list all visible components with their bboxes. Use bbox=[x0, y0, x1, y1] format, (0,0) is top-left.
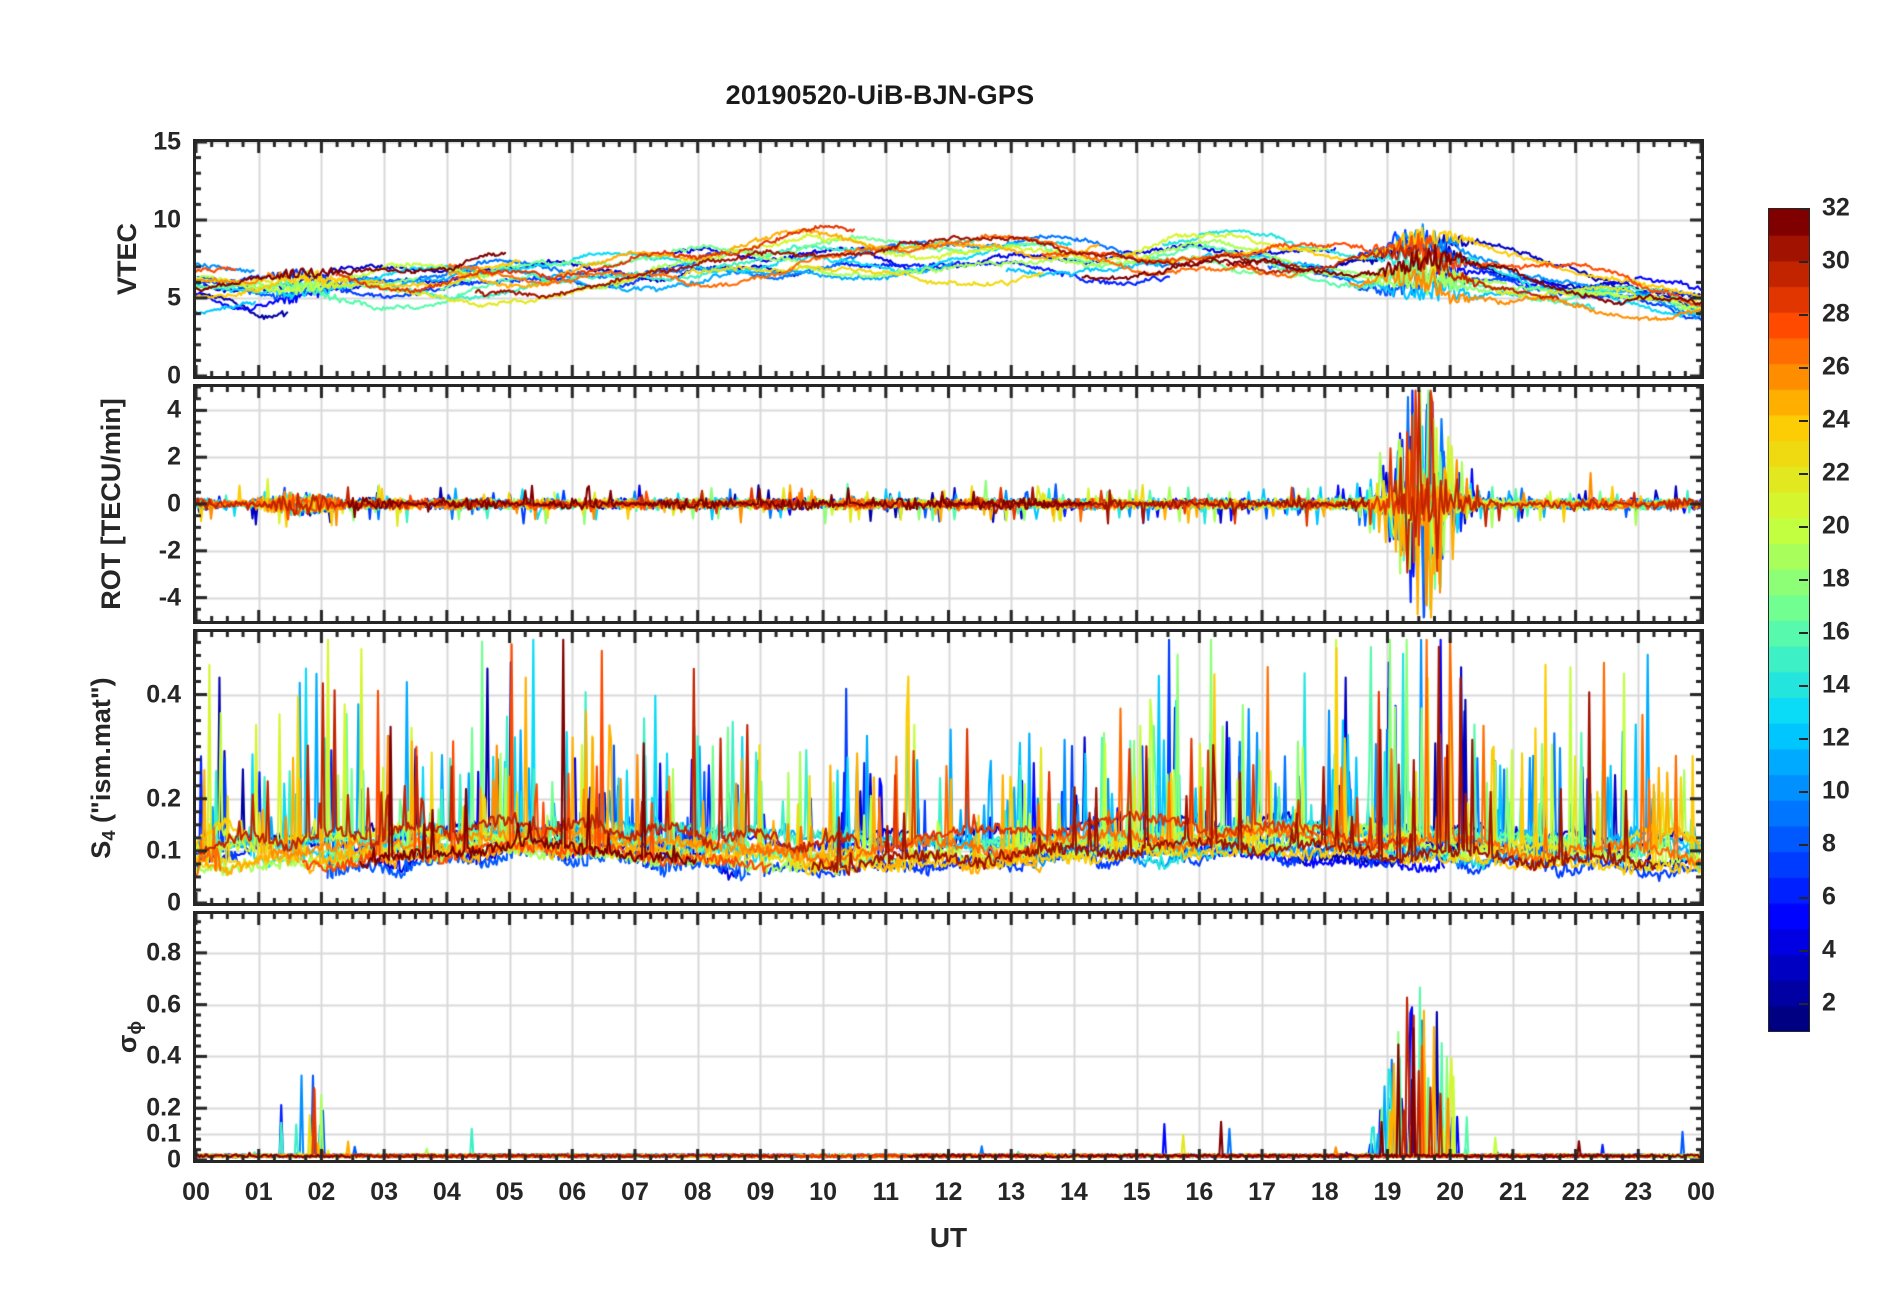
xtick-24: 00 bbox=[1687, 1178, 1715, 1206]
ytick-rot-3: 2 bbox=[167, 442, 181, 471]
plot-canvas-s4 bbox=[196, 632, 1701, 903]
colorbar-gradient bbox=[1768, 208, 1810, 1032]
colorbar-tick-mark-13 bbox=[1799, 314, 1808, 316]
colorbar-tick-mark-3 bbox=[1799, 844, 1808, 846]
colorbar-tick-mark-1 bbox=[1799, 950, 1808, 952]
ytick-vtec-3: 15 bbox=[153, 127, 181, 156]
xtick-8: 08 bbox=[683, 1178, 712, 1206]
ytick-vtec-2: 10 bbox=[153, 205, 181, 234]
ytick-s4-3: 0.4 bbox=[146, 680, 181, 709]
colorbar-tick-mark-12 bbox=[1799, 367, 1808, 369]
xtick-15: 15 bbox=[1122, 1178, 1151, 1206]
xtick-20: 20 bbox=[1436, 1178, 1465, 1206]
colorbar-tick-8: 8 bbox=[1822, 829, 1836, 858]
ytick-sp-5: 0.8 bbox=[146, 938, 181, 967]
figure-title: 20190520-UiB-BJN-GPS bbox=[725, 80, 1035, 110]
ytick-vtec-0: 0 bbox=[167, 361, 181, 390]
xtick-21: 21 bbox=[1498, 1178, 1527, 1206]
colorbar-tick-20: 20 bbox=[1822, 511, 1850, 540]
panel-sigma-phi bbox=[193, 911, 1704, 1163]
ytick-s4-1: 0.1 bbox=[146, 836, 181, 865]
panel-s4 bbox=[193, 629, 1704, 906]
xtick-14: 14 bbox=[1060, 1178, 1088, 1206]
xtick-5: 05 bbox=[495, 1178, 524, 1206]
colorbar-tick-mark-14 bbox=[1799, 261, 1808, 263]
colorbar-tick-mark-5 bbox=[1799, 738, 1808, 740]
plot-canvas-vtec bbox=[196, 142, 1701, 376]
ytick-rot-1: -2 bbox=[158, 536, 181, 565]
xtick-9: 09 bbox=[746, 1178, 775, 1206]
colorbar-tick-18: 18 bbox=[1822, 564, 1850, 593]
axis-label-rot: ROT [TECU/min] bbox=[96, 398, 126, 610]
xtick-6: 06 bbox=[558, 1178, 587, 1206]
ytick-vtec-1: 5 bbox=[167, 283, 181, 312]
colorbar-tick-30: 30 bbox=[1822, 246, 1850, 275]
ytick-rot-0: -4 bbox=[158, 583, 181, 612]
xtick-18: 18 bbox=[1310, 1178, 1339, 1206]
ytick-sp-2: 0.2 bbox=[146, 1093, 181, 1122]
colorbar-tick-mark-6 bbox=[1799, 685, 1808, 687]
ytick-s4-2: 0.2 bbox=[146, 784, 181, 813]
colorbar-tick-mark-7 bbox=[1799, 632, 1808, 634]
xtick-4: 04 bbox=[432, 1178, 461, 1206]
xtick-10: 10 bbox=[809, 1178, 837, 1206]
colorbar-tick-mark-2 bbox=[1799, 897, 1808, 899]
xtick-13: 13 bbox=[997, 1178, 1026, 1206]
xtick-19: 19 bbox=[1373, 1178, 1402, 1206]
ytick-s4-0: 0 bbox=[167, 888, 181, 917]
colorbar-tick-2: 2 bbox=[1822, 988, 1836, 1017]
colorbar-tick-mark-4 bbox=[1799, 791, 1808, 793]
colorbar-tick-22: 22 bbox=[1822, 458, 1850, 487]
axis-label-s4: S4 ("ism.mat") bbox=[86, 676, 120, 859]
colorbar-tick-mark-15 bbox=[1799, 208, 1808, 210]
colorbar-tick-32: 32 bbox=[1822, 193, 1850, 222]
xtick-7: 07 bbox=[621, 1178, 649, 1206]
xtick-0: 00 bbox=[182, 1178, 210, 1206]
colorbar-tick-mark-10 bbox=[1799, 473, 1808, 475]
colorbar-tick-mark-11 bbox=[1799, 420, 1808, 422]
panel-vtec bbox=[193, 139, 1704, 379]
axis-label-ut: UT bbox=[929, 1222, 968, 1253]
ytick-sp-0: 0 bbox=[167, 1145, 181, 1174]
colorbar-tick-mark-8 bbox=[1799, 579, 1808, 581]
axis-label-sigma-phi: σϕ bbox=[112, 1020, 146, 1054]
ytick-sp-1: 0.1 bbox=[146, 1119, 181, 1148]
colorbar-tick-28: 28 bbox=[1822, 299, 1850, 328]
xtick-1: 01 bbox=[244, 1178, 273, 1206]
ytick-sp-3: 0.4 bbox=[146, 1041, 181, 1070]
colorbar-tick-26: 26 bbox=[1822, 352, 1850, 381]
xtick-2: 02 bbox=[307, 1178, 336, 1206]
xtick-11: 11 bbox=[872, 1178, 899, 1206]
colorbar-tick-14: 14 bbox=[1822, 670, 1850, 699]
xtick-3: 03 bbox=[370, 1178, 399, 1206]
xtick-12: 12 bbox=[934, 1178, 963, 1206]
colorbar-tick-10: 10 bbox=[1822, 776, 1850, 805]
xtick-16: 16 bbox=[1185, 1178, 1214, 1206]
colorbar-tick-6: 6 bbox=[1822, 882, 1836, 911]
ytick-rot-4: 4 bbox=[167, 395, 181, 424]
plot-canvas-rot bbox=[196, 387, 1701, 621]
colorbar-tick-16: 16 bbox=[1822, 617, 1850, 646]
plot-canvas-sigma-phi bbox=[196, 914, 1701, 1160]
xtick-22: 22 bbox=[1561, 1178, 1590, 1206]
ytick-rot-2: 0 bbox=[167, 489, 181, 518]
ytick-sp-4: 0.6 bbox=[146, 990, 181, 1019]
xtick-23: 23 bbox=[1624, 1178, 1653, 1206]
axis-label-vtec: VTEC bbox=[112, 222, 142, 296]
colorbar-tick-12: 12 bbox=[1822, 723, 1850, 752]
panel-rot bbox=[193, 384, 1704, 624]
colorbar-tick-4: 4 bbox=[1822, 935, 1836, 964]
xtick-17: 17 bbox=[1248, 1178, 1276, 1206]
colorbar-tick-24: 24 bbox=[1822, 405, 1850, 434]
colorbar-tick-mark-0 bbox=[1799, 1003, 1808, 1005]
colorbar-tick-mark-9 bbox=[1799, 526, 1808, 528]
colorbar bbox=[1768, 208, 1810, 1032]
